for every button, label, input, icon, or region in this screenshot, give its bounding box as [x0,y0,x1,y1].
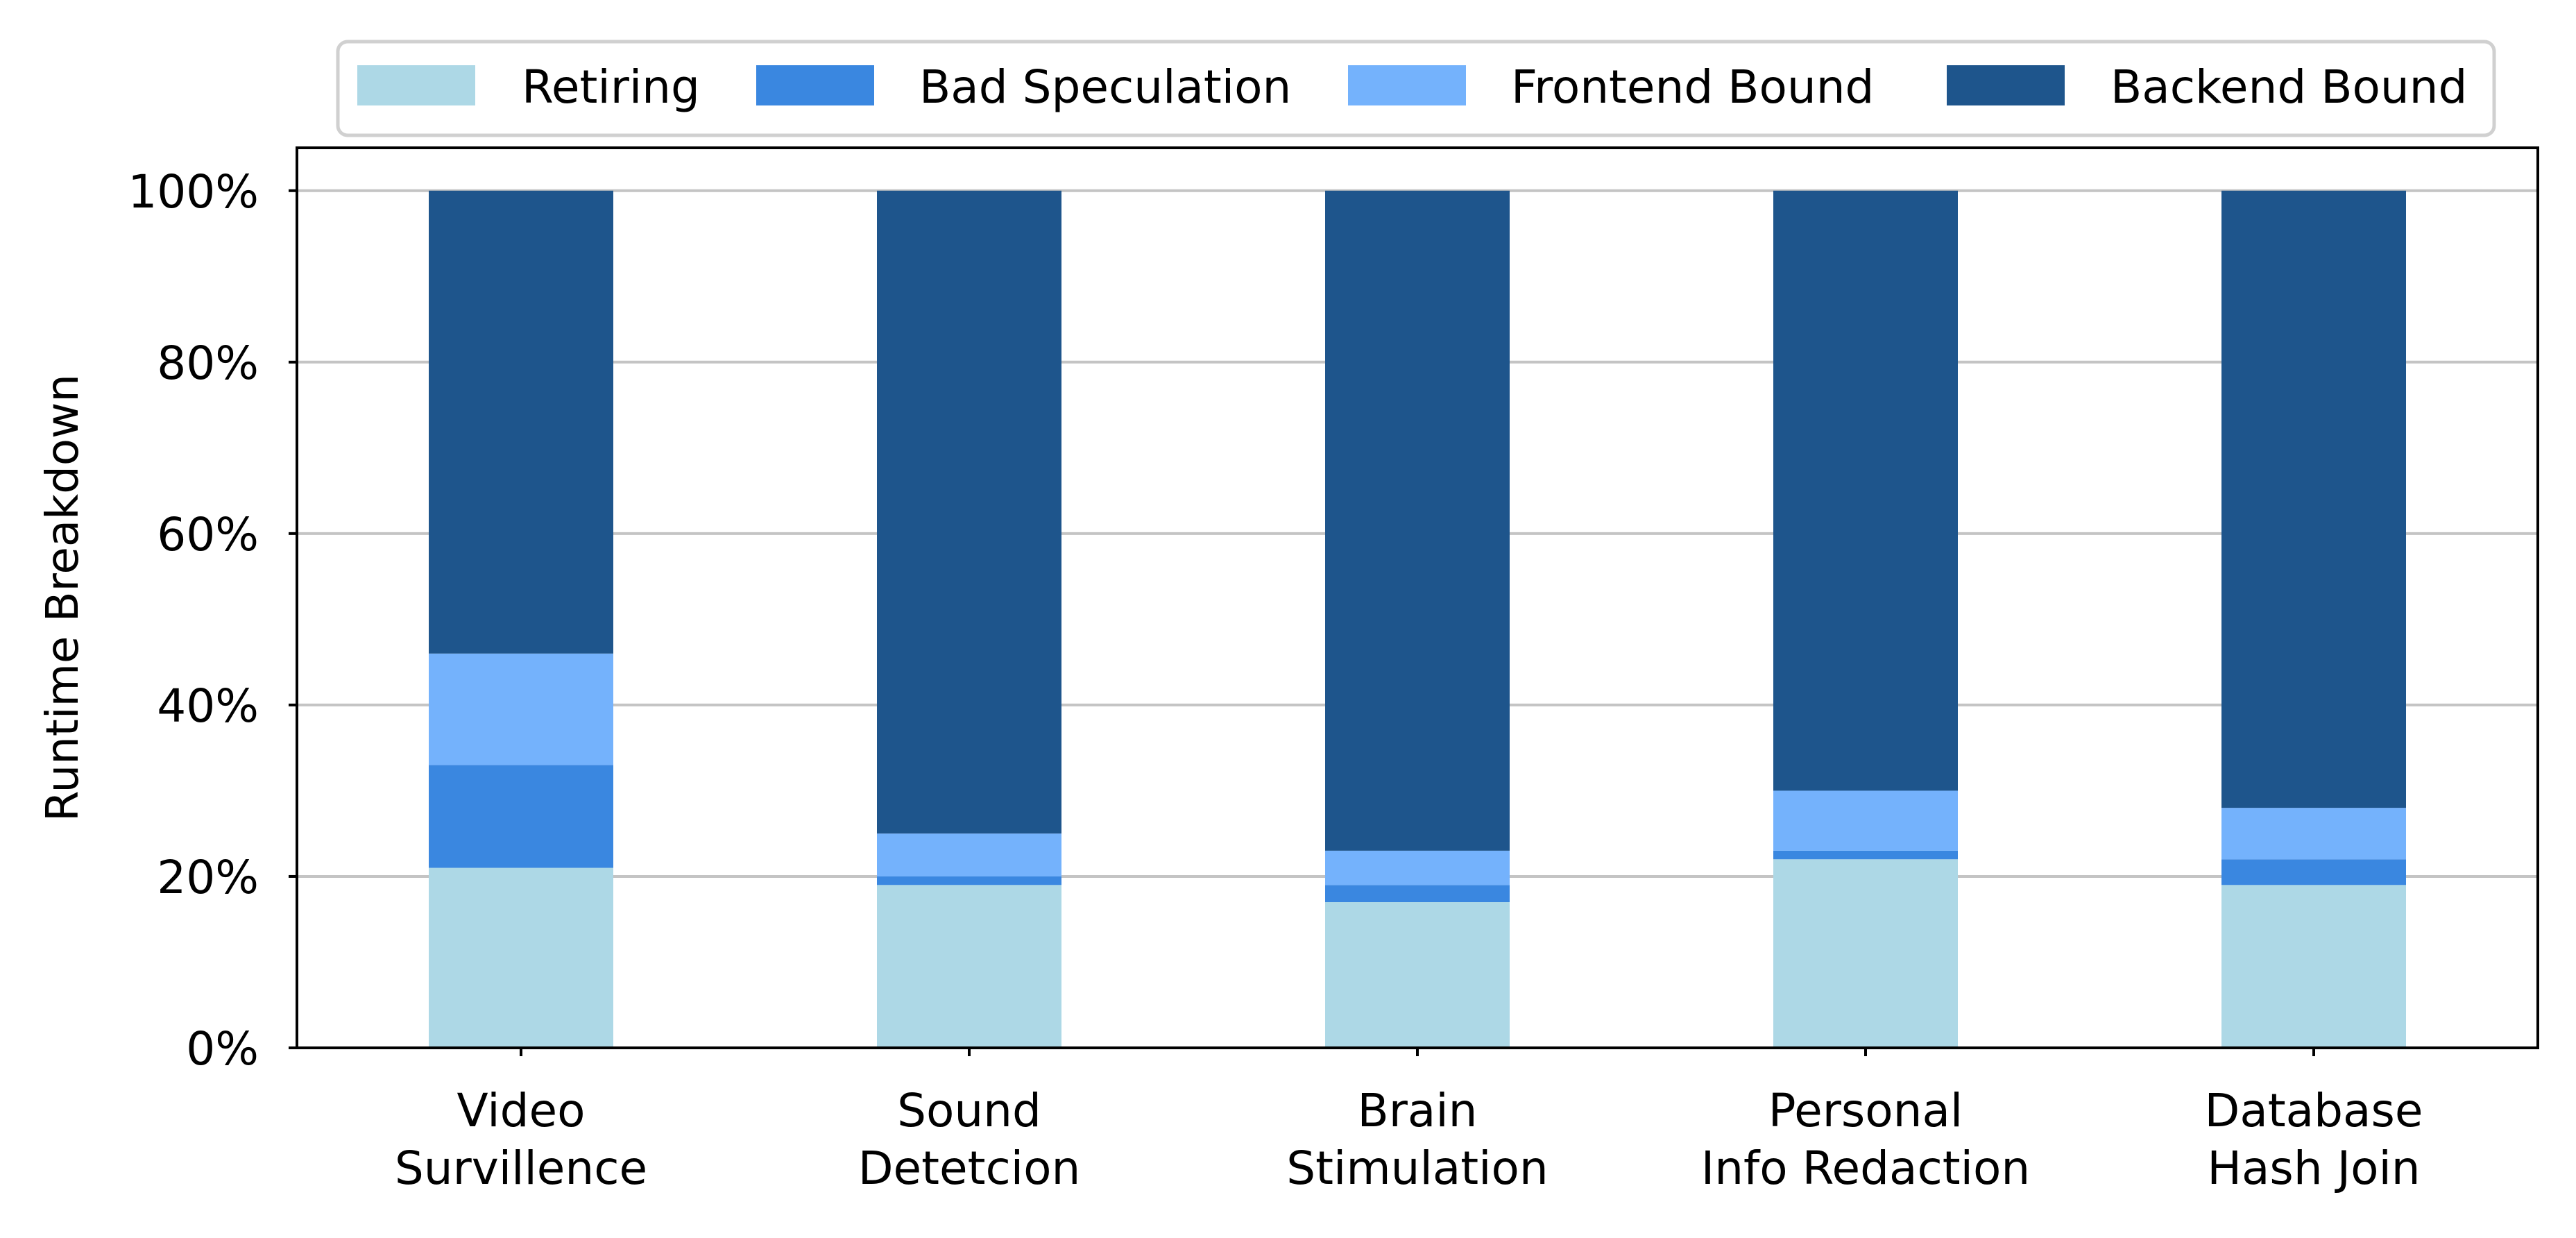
y-tick-label: 40% [157,679,259,733]
x-tick-label: Stimulation [1286,1142,1548,1195]
x-tick-label: Sound [897,1084,1041,1137]
bar-segment [1773,859,1958,1048]
legend-swatch [357,65,475,105]
legend-label: Bad Speculation [919,60,1291,114]
legend-label: Frontend Bound [1511,60,1874,114]
bar-segment [2221,885,2406,1048]
legend-swatch [756,65,874,105]
bar-segment [1773,850,1958,860]
bar-segment [877,876,1061,885]
y-tick-label: 0% [186,1022,259,1076]
legend-swatch [1947,65,2065,105]
x-tick-label: Personal [1768,1084,1963,1137]
x-tick-label: Brain [1357,1084,1477,1137]
x-tick-label: Hash Join [2207,1142,2420,1195]
x-tick-label: Detetcion [858,1142,1081,1195]
bar-segment [429,765,613,868]
bar-segment [877,885,1061,1048]
legend: Retiring Bad Speculation Frontend Bound Bac… [336,40,2496,137]
bar-segment [1773,190,1958,791]
x-tick-label: Survillence [395,1142,647,1195]
bar-segment [2221,859,2406,885]
legend-label: Backend Bound [2110,60,2467,114]
bar-segment [877,190,1061,834]
bar-segment [1325,902,1510,1048]
legend-label: Retiring [522,60,700,114]
bar-segment [877,833,1061,876]
y-tick-label: 80% [157,337,259,390]
bar-segment [1325,850,1510,885]
x-tick-label: Video [457,1084,586,1137]
x-tick-label: Database [2205,1084,2423,1137]
bar-segment [1325,190,1510,851]
y-tick-label: 20% [157,851,259,904]
y-tick-label: 100% [128,165,259,219]
bar-segment [429,867,613,1048]
y-axis: 0% 20% 40% 60% 80% 100% [128,165,297,1076]
bar-segment [429,653,613,765]
bar-segment [429,190,613,654]
bars [429,190,2406,1048]
x-tick-label: Info Redaction [1701,1142,2030,1195]
y-tick-label: 60% [157,508,259,561]
bar-segment [2221,190,2406,808]
bar-segment [2221,808,2406,860]
y-axis-label: Runtime Breakdown [37,374,89,822]
bar-segment [1325,885,1510,903]
bar-segment [1773,790,1958,851]
legend-swatch [1348,65,1466,105]
